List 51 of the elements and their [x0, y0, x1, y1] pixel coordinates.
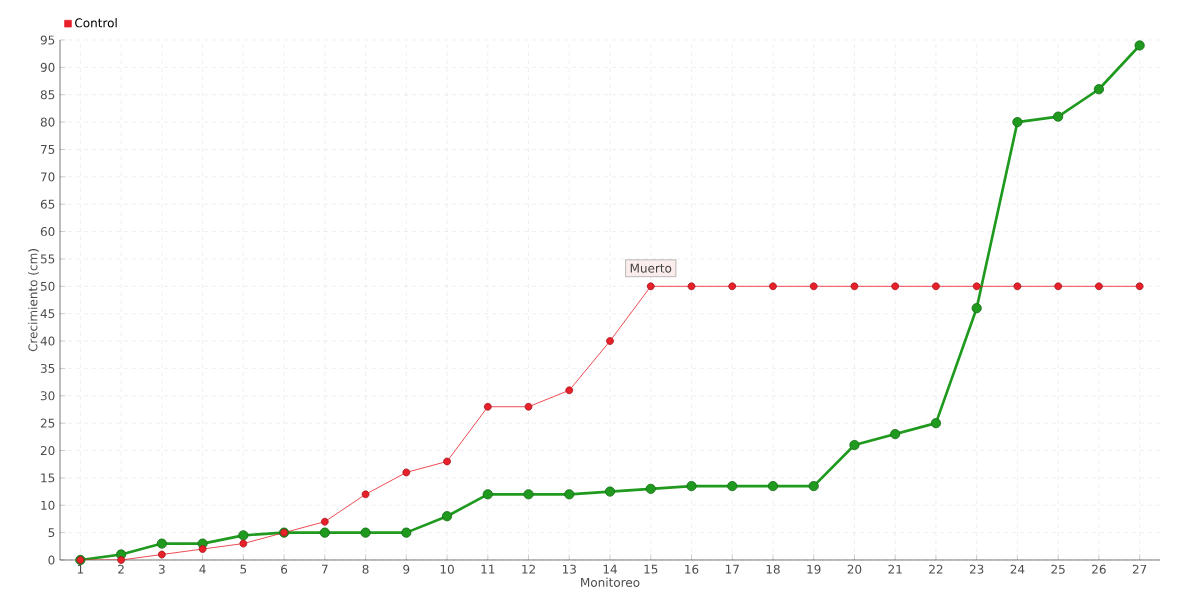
- x-tick-label: 22: [929, 564, 943, 574]
- y-tick-label: 50: [40, 281, 55, 291]
- annotation: Muerto: [630, 263, 672, 273]
- legend-label: Control: [75, 18, 117, 28]
- x-tick-label: 3: [158, 564, 165, 574]
- x-tick-label: 27: [1132, 564, 1147, 574]
- x-tick-label: 18: [766, 564, 780, 574]
- x-tick-label: 8: [362, 564, 369, 574]
- y-tick-label: 40: [40, 336, 55, 346]
- y-tick-label: 70: [41, 172, 55, 182]
- x-tick-label: 19: [807, 564, 821, 574]
- x-tick-label: 15: [644, 564, 658, 574]
- y-tick-label: 10: [41, 500, 55, 510]
- y-tick-label: 95: [40, 35, 55, 45]
- y-tick-label: 15: [41, 473, 55, 483]
- y-tick-label: 80: [40, 117, 55, 127]
- x-tick-label: 13: [562, 564, 576, 574]
- x-tick-label: 23: [969, 564, 984, 574]
- x-tick-label: 7: [321, 564, 328, 574]
- x-tick-label: 6: [281, 564, 288, 574]
- y-axis-title: Crecimiento (cm): [28, 249, 39, 352]
- x-tick-label: 17: [725, 564, 739, 574]
- y-tick-label: 0: [48, 555, 55, 565]
- y-tick-label: 90: [40, 62, 55, 72]
- x-tick-label: 12: [522, 564, 535, 574]
- x-tick-label: 16: [685, 564, 699, 574]
- x-tick-label: 1: [77, 564, 84, 574]
- y-tick-label: 65: [40, 199, 55, 209]
- y-tick-label: 60: [40, 227, 55, 237]
- x-tick-label: 20: [847, 564, 862, 574]
- x-tick-label: 4: [199, 564, 206, 574]
- y-tick-label: 30: [40, 391, 55, 401]
- y-tick-label: 55: [40, 254, 55, 264]
- x-tick-label: 2: [118, 564, 124, 574]
- y-tick-label: 25: [40, 418, 55, 428]
- x-axis-title: Monitoreo: [581, 577, 640, 587]
- y-tick-label: 35: [40, 363, 55, 373]
- x-tick-label: 10: [440, 564, 454, 574]
- x-tick-label: 24: [1010, 564, 1025, 574]
- y-tick-label: 75: [41, 145, 55, 154]
- x-tick-label: 25: [1051, 564, 1065, 574]
- y-tick-label: 5: [48, 528, 55, 538]
- x-tick-label: 21: [888, 564, 902, 574]
- x-tick-label: 14: [603, 564, 617, 574]
- y-tick-label: 20: [40, 445, 55, 456]
- x-tick-label: 5: [240, 564, 247, 574]
- y-tick-label: 85: [40, 90, 55, 100]
- x-tick-label: 11: [481, 564, 495, 574]
- x-tick-label: 9: [403, 564, 410, 574]
- y-tick-label: 45: [40, 309, 55, 319]
- x-tick-label: 26: [1092, 564, 1106, 574]
